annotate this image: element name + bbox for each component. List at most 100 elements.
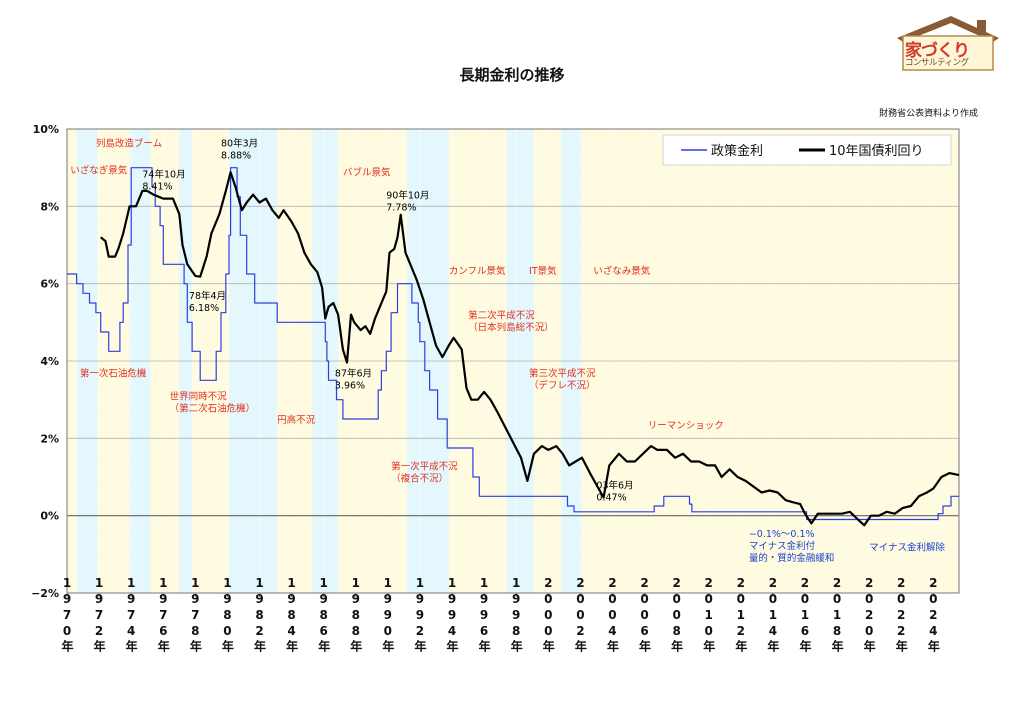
x-tick-label: 2020年 [862,576,876,654]
y-tick-label: 10% [33,123,59,136]
chart-title: 長期金利の推移 [459,66,565,84]
annotation-line: −0.1%～0.1% [749,529,815,540]
y-tick-label: 6% [40,278,59,291]
annotation-line: 第二次平成不況 [468,309,535,321]
annotation-label: 円高不況 [277,414,316,426]
annotation-line: 7.78% [386,203,416,214]
annotation-line: 3.96% [335,380,365,391]
annotation-label: 第一次平成不況（複合不況） [391,460,458,484]
legend-label: 10年国債利回り [829,144,924,159]
annotation-label: 03年6月 0.47% [596,480,633,504]
x-axis: 1970年 1972年 1974年 1976年 1978年 1980年 1982年 1984年… [60,576,940,654]
annotation-line: IT景気 [529,265,557,277]
x-tick-label: 1976年 [156,576,170,654]
x-tick-label: 1978年 [188,576,202,654]
annotation-line: 第三次平成不況 [529,367,596,379]
annotation-line: 74年10月 [142,168,185,180]
x-tick-label: 1980年 [220,576,234,654]
annotation-label: IT景気 [529,265,557,277]
y-tick-label: 8% [40,200,59,213]
x-tick-label: 1982年 [253,576,267,654]
annotation-line: 80年3月 [221,137,258,149]
x-tick-label: 2018年 [830,576,844,654]
x-tick-label: 2024年 [926,576,940,654]
annotation-line: 6.18% [189,303,219,314]
y-tick-label: −2% [31,587,59,600]
annotation-label: 87年6月 3.96% [335,367,372,391]
annotation-line: 90年10月 [386,190,429,202]
annotation-line: 8.88% [221,150,251,161]
house-logo-icon [897,16,999,71]
logo-main-text: 家づくり [905,41,970,61]
x-tick-label: 2002年 [573,576,587,654]
annotation-line: 第一次平成不況 [391,460,458,472]
annotation-line: 列島改造ブーム [96,137,162,149]
x-tick-label: 1998年 [509,576,523,654]
annotation-label: −0.1%～0.1%マイナス金利付量的・質的金融緩和 [749,529,835,564]
x-tick-label: 1972年 [92,576,106,654]
annotation-line: 03年6月 [596,480,633,492]
annotation-line: 世界同時不況 [170,391,228,403]
annotation-label: リーマンショック [648,421,724,432]
annotation-line: いざなみ景気 [593,265,651,277]
annotation-line: 第一次石油危機 [80,367,147,379]
x-tick-label: 1990年 [381,576,395,654]
jgb-10y-yield-line [100,171,960,527]
legend: 政策金利 10年国債利回り [662,134,952,166]
annotation-label: マイナス金利解除 [869,541,945,553]
x-tick-label: 1994年 [445,576,459,654]
annotation-label: 90年10月 7.78% [386,190,429,214]
x-tick-label: 1992年 [413,576,427,654]
annotation-label: カンフル景気 [449,265,506,277]
y-tick-label: 2% [40,432,59,445]
plot-frame [66,128,960,594]
x-tick-label: 1986年 [317,576,331,654]
x-tick-label: 2016年 [798,576,812,654]
y-axis: 10% 8% 6% 4% 2% 0% −2% [31,123,59,600]
annotation-label: 78年4月 6.18% [189,290,226,314]
annotation-line: （日本列島総不況） [468,321,554,333]
annotations: いざなぎ景気 列島改造ブーム 74年10月 8.41% 80年3月 8.88% バブル景気 9… [70,137,945,564]
x-tick-label: 1988年 [349,576,363,654]
x-tick-label: 1984年 [285,576,299,654]
annotation-label: いざなみ景気 [593,265,651,277]
annotation-line: （デフレ不況） [529,379,596,391]
annotation-line: （第二次石油危機） [170,403,256,415]
company-logo: 家づくり コンサルティング [893,14,1003,76]
annotation-label: 74年10月 8.41% [142,168,185,192]
annotation-label: いざなぎ景気 [70,164,128,176]
annotation-line: （複合不況） [391,472,448,484]
x-tick-label: 2006年 [638,576,652,654]
annotation-line: 量的・質的金融緩和 [749,552,835,564]
annotation-label: 世界同時不況（第二次石油危機） [170,391,256,415]
annotation-label: 80年3月 8.88% [221,137,258,161]
x-tick-label: 2008年 [670,576,684,654]
annotation-label: 第二次平成不況（日本列島総不況） [468,309,554,333]
annotation-label: バブル景気 [343,166,391,178]
x-tick-label: 1970年 [60,576,74,654]
x-tick-label: 2022年 [894,576,908,654]
annotation-label: 列島改造ブーム [96,137,162,149]
x-tick-label: 2012年 [734,576,748,654]
source-note: 財務省公表資料より作成 [879,109,978,119]
annotation-line: 8.41% [142,181,172,192]
x-tick-label: 1996年 [477,576,491,654]
x-tick-label: 2000年 [541,576,555,654]
annotation-label: 第三次平成不況（デフレ不況） [529,367,596,391]
annotation-line: いざなぎ景気 [70,164,128,176]
legend-label: 政策金利 [711,143,763,159]
x-tick-label: 2004年 [605,576,619,654]
logo-sub-text: コンサルティング [905,58,969,68]
y-tick-label: 0% [40,510,59,523]
annotation-label: 第一次石油危機 [80,367,147,379]
x-tick-label: 1974年 [124,576,138,654]
annotation-line: マイナス金利解除 [869,541,945,553]
x-tick-label: 2014年 [766,576,780,654]
annotation-line: カンフル景気 [449,265,506,277]
annotation-line: マイナス金利付 [749,540,816,552]
annotation-line: 78年4月 [189,290,226,302]
annotation-line: 円高不況 [277,414,316,426]
annotation-line: 0.47% [596,493,626,504]
x-tick-label: 2010年 [702,576,716,654]
